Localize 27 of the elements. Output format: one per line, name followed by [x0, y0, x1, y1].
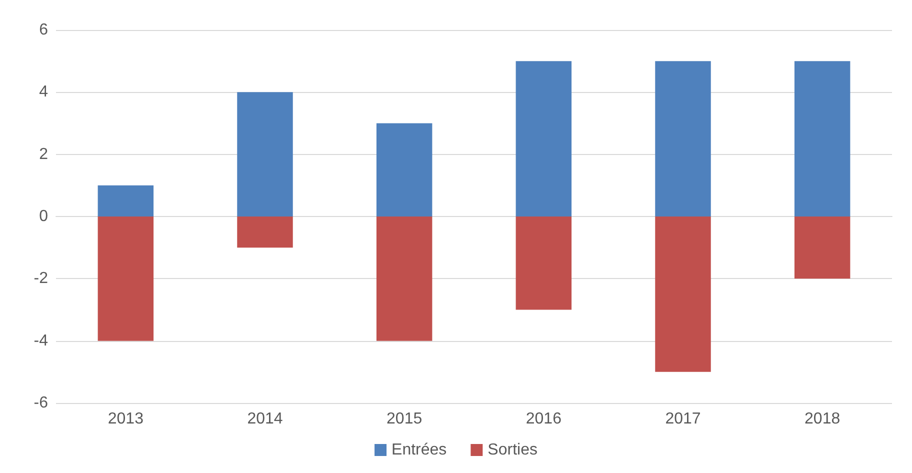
bar	[516, 61, 572, 216]
x-tick-label: 2015	[386, 410, 422, 428]
bar	[655, 61, 711, 216]
legend-label: Entrées	[392, 442, 447, 458]
bar	[794, 216, 850, 279]
bar	[516, 216, 572, 310]
y-tick-label: -6	[34, 394, 48, 412]
x-tick-label: 2014	[247, 410, 283, 428]
bar	[237, 216, 293, 248]
bar	[655, 216, 711, 372]
bar	[376, 123, 432, 216]
x-tick-label: 2017	[665, 410, 701, 428]
x-tick-label: 2013	[108, 410, 144, 428]
y-tick-label: 2	[39, 146, 48, 163]
y-tick-label: -2	[34, 270, 48, 288]
bar	[98, 185, 154, 216]
x-tick-label: 2016	[526, 410, 562, 428]
bar	[237, 92, 293, 216]
y-tick-label: 4	[39, 84, 48, 101]
bar	[376, 216, 432, 341]
legend-label: Sorties	[488, 442, 538, 458]
bar	[794, 61, 850, 216]
y-tick-label: 0	[39, 208, 48, 225]
y-tick-label: 6	[39, 22, 48, 38]
y-tick-label: -4	[34, 332, 48, 350]
x-tick-label: 2018	[804, 410, 840, 428]
bar	[98, 216, 154, 341]
